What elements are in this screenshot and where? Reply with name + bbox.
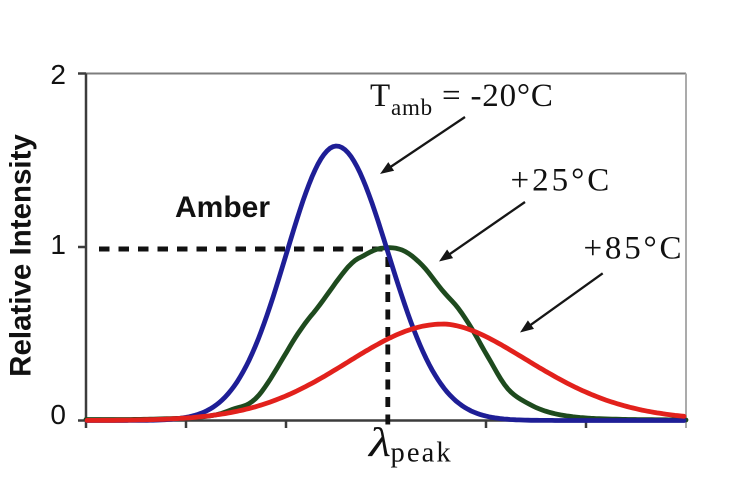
svg-text:Amber: Amber xyxy=(175,191,270,224)
svg-text:2: 2 xyxy=(50,59,66,90)
svg-text:λ: λ xyxy=(368,419,391,465)
svg-text:+85°C: +85°C xyxy=(584,231,685,267)
svg-text:1: 1 xyxy=(50,229,66,260)
svg-text:+25°C: +25°C xyxy=(511,163,613,199)
svg-text:Relative Intensity: Relative Intensity xyxy=(5,134,38,377)
svg-text:peak: peak xyxy=(391,438,453,469)
svg-text:0: 0 xyxy=(50,399,66,430)
